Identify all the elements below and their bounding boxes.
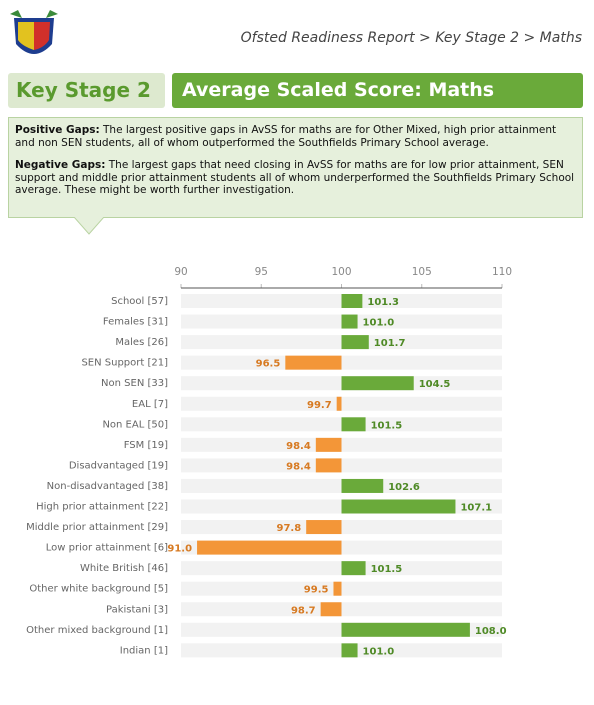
bar: [315, 437, 342, 452]
value-label: 96.5: [256, 359, 281, 370]
category-label: Non SEN [33]: [101, 378, 168, 389]
arrow-shape: [74, 217, 104, 235]
breadcrumb: Ofsted Readiness Report > Key Stage 2 > …: [240, 30, 582, 46]
bar: [341, 561, 366, 576]
value-label: 107.1: [460, 503, 492, 514]
bar: [306, 520, 342, 535]
category-label: FSM [19]: [124, 440, 168, 451]
positive-label: Positive Gaps:: [15, 124, 100, 136]
category-label: Low prior attainment [6]: [46, 543, 168, 554]
value-label: 101.3: [367, 297, 399, 308]
negative-text: The largest gaps that need closing in Av…: [15, 159, 575, 196]
bar: [341, 294, 363, 308]
category-label: Females [31]: [103, 317, 168, 328]
value-label: 99.5: [304, 585, 329, 596]
positive-paragraph: Positive Gaps: The largest positive gaps…: [15, 124, 576, 149]
category-label: Males [26]: [115, 337, 168, 348]
bar: [341, 499, 456, 514]
bar: [333, 581, 342, 596]
category-label: Other white background [5]: [29, 584, 168, 595]
category-label: SEN Support [21]: [81, 358, 168, 369]
value-label: 101.5: [371, 420, 403, 431]
section-title: Average Scaled Score: Maths: [172, 73, 583, 108]
value-label: 98.4: [286, 441, 311, 452]
x-tick-label: 95: [255, 266, 268, 278]
x-tick-label: 110: [492, 266, 512, 278]
value-label: 97.8: [277, 523, 302, 534]
x-tick-label: 90: [174, 266, 187, 278]
category-label: School [57]: [111, 296, 168, 307]
positive-text: The largest positive gaps in AvSS for ma…: [15, 124, 557, 149]
logo-wing: [10, 10, 58, 18]
stage-label: Key Stage 2: [8, 73, 165, 108]
value-label: 99.7: [307, 400, 332, 411]
value-label: 101.0: [363, 318, 395, 329]
bar: [341, 417, 366, 432]
bar: [341, 478, 384, 493]
category-label: Indian [1]: [120, 645, 168, 656]
bar: [336, 396, 342, 411]
callout-arrow: [74, 217, 104, 235]
category-label: Other mixed background [1]: [26, 625, 168, 636]
category-label: Non EAL [50]: [102, 419, 168, 430]
x-tick-label: 105: [412, 266, 432, 278]
value-label: 98.4: [286, 461, 311, 472]
logo: [10, 10, 58, 54]
value-label: 91.0: [167, 544, 192, 555]
value-label: 102.6: [388, 482, 420, 493]
category-label: Middle prior attainment [29]: [26, 522, 168, 533]
bar: [341, 314, 358, 329]
bar: [320, 602, 342, 617]
value-label: 98.7: [291, 605, 316, 616]
category-label: High prior attainment [22]: [36, 502, 168, 513]
summary-box: Positive Gaps: The largest positive gaps…: [8, 117, 583, 218]
bar: [341, 335, 369, 350]
negative-paragraph: Negative Gaps: The largest gaps that nee…: [15, 159, 576, 197]
category-label: Non-disadvantaged [38]: [47, 481, 168, 492]
logo-quarter: [34, 22, 50, 50]
x-tick-label: 100: [331, 266, 351, 278]
value-label: 104.5: [419, 379, 451, 390]
negative-label: Negative Gaps:: [15, 159, 106, 171]
category-label: Pakistani [3]: [106, 604, 168, 615]
bar: [315, 458, 342, 473]
category-label: EAL [7]: [132, 399, 168, 410]
bar: [341, 376, 414, 391]
value-label: 101.7: [374, 338, 406, 349]
bar: [341, 622, 470, 637]
value-label: 101.5: [371, 564, 403, 575]
logo-quarter: [18, 22, 34, 50]
value-label: 108.0: [475, 626, 507, 637]
bar: [285, 355, 342, 370]
bar: [341, 643, 358, 658]
chart: 90 95 100 105 110 School [57] 101.3 Females [31…: [26, 266, 512, 658]
value-label: 101.0: [363, 646, 395, 657]
bar: [197, 540, 342, 555]
category-label: Disadvantaged [19]: [69, 460, 168, 471]
category-label: White British [46]: [80, 563, 168, 574]
